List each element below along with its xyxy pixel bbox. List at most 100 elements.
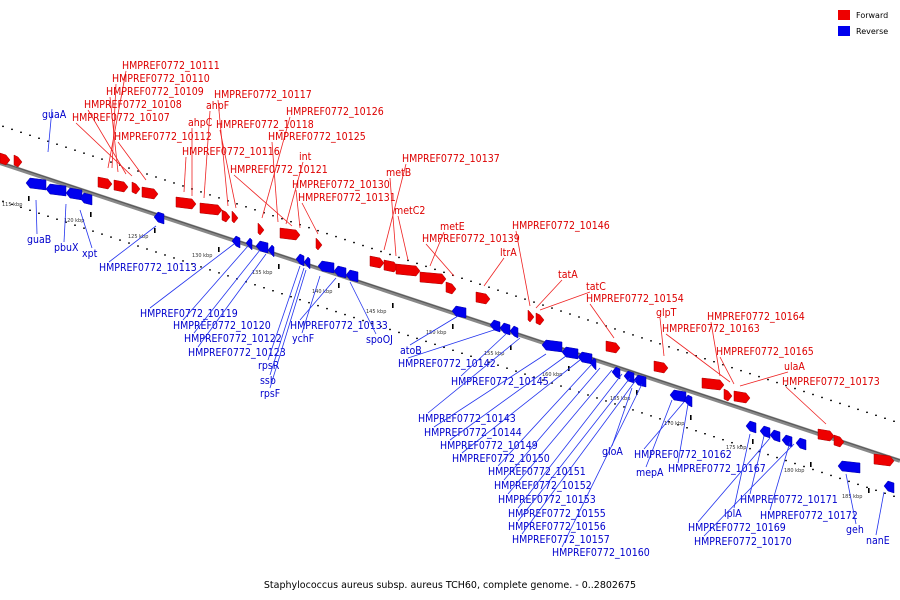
reverse-gene-label: HMPREF0772_10145 xyxy=(451,376,549,388)
reverse-track-dot xyxy=(155,251,157,253)
reverse-track-dot xyxy=(839,477,841,480)
reverse-gene-label: HMPREF0772_10143 xyxy=(418,413,516,425)
forward-track-dot xyxy=(11,128,13,131)
forward-track-dot xyxy=(29,134,31,136)
forward-track-dot xyxy=(884,417,886,420)
forward-gene-label: HMPREF0772_10164 xyxy=(707,311,805,323)
forward-track-dot xyxy=(506,292,508,294)
reverse-track-dot xyxy=(110,236,112,238)
reverse-track-dot xyxy=(632,409,634,411)
reverse-gene-arrow xyxy=(489,319,501,333)
forward-track-dot xyxy=(146,173,148,175)
reverse-track-dot xyxy=(884,492,886,495)
reverse-label-leader xyxy=(461,359,581,454)
reverse-track-dot xyxy=(506,367,508,369)
forward-track-dot xyxy=(713,361,715,363)
reverse-track-dot xyxy=(776,456,778,459)
reverse-label-leader xyxy=(521,379,637,535)
tick-mark xyxy=(392,303,394,308)
reverse-track-dot xyxy=(164,254,166,256)
forward-gene-label: HMPREF0772_10116 xyxy=(182,146,280,158)
forward-gene-label: HMPREF0772_10126 xyxy=(286,106,384,118)
forward-track-dot xyxy=(263,212,265,214)
reverse-track-dot xyxy=(353,316,355,319)
reverse-gene-label: HMPREF0772_10151 xyxy=(488,466,586,478)
reverse-track-dot xyxy=(83,227,85,229)
forward-track-dot xyxy=(893,420,895,422)
reverse-track-dot xyxy=(74,224,76,226)
reverse-track-dot xyxy=(866,486,868,489)
reverse-gene-label: HMPREF0772_10113 xyxy=(99,262,197,274)
reverse-track-dot xyxy=(515,370,517,372)
forward-track-dot xyxy=(200,191,202,193)
forward-track-dot xyxy=(362,244,364,247)
tick-mark xyxy=(338,283,340,288)
reverse-track-dot xyxy=(686,427,688,429)
forward-track-dot xyxy=(803,390,805,393)
forward-track-dot xyxy=(434,268,436,271)
tick-label: 185 kbp xyxy=(842,494,862,500)
reverse-track-dot xyxy=(668,421,670,423)
genome-backbone xyxy=(0,161,900,463)
forward-gene-label: HMPREF0772_10112 xyxy=(114,131,212,143)
reverse-gene-label: HMPREF0772_10157 xyxy=(512,534,610,546)
forward-track-dot xyxy=(731,366,733,369)
reverse-label-leader xyxy=(517,377,631,522)
reverse-track-dot xyxy=(65,221,67,223)
forward-track-dot xyxy=(839,402,841,405)
forward-track-dot xyxy=(326,232,328,235)
reverse-label-leader xyxy=(503,367,601,481)
forward-gene-arrow xyxy=(475,291,491,305)
forward-gene-label: ltrA xyxy=(500,247,517,259)
reverse-label-leader xyxy=(449,355,567,441)
forward-track-dot xyxy=(623,331,625,333)
reverse-gene-label: HMPREF0772_10119 xyxy=(140,308,238,320)
reverse-track-dot xyxy=(308,301,310,304)
forward-track-dot xyxy=(767,378,769,381)
reverse-gene-arrow xyxy=(45,183,67,197)
reverse-label-leader xyxy=(79,209,93,249)
reverse-label-leader xyxy=(875,491,885,536)
forward-gene-arrow xyxy=(113,179,129,193)
reverse-gene-label: guaA xyxy=(42,109,67,121)
forward-label-leader xyxy=(87,109,127,175)
forward-track-dot xyxy=(2,125,4,128)
forward-track-dot xyxy=(722,363,724,366)
forward-track-dot xyxy=(686,352,688,354)
reverse-gene-label: pbuX xyxy=(54,242,79,254)
reverse-track-dot xyxy=(38,212,40,214)
reverse-track-dot xyxy=(227,275,229,277)
forward-gene-arrow xyxy=(833,434,845,448)
tick-mark xyxy=(690,415,692,420)
tick-label: 160 kbp xyxy=(542,372,562,378)
forward-gene-arrow xyxy=(873,453,895,467)
forward-gene-arrow xyxy=(395,263,421,277)
forward-track-dot xyxy=(497,289,499,291)
forward-track-dot xyxy=(785,384,787,387)
forward-gene-arrow xyxy=(723,388,733,402)
reverse-track-dot xyxy=(182,260,184,262)
tick-label: 165 kbp xyxy=(610,396,630,402)
reverse-label-leader xyxy=(409,315,459,346)
reverse-gene-arrow xyxy=(153,211,165,225)
forward-track-dot xyxy=(578,316,580,318)
forward-track-dot xyxy=(209,194,211,196)
forward-track-dot xyxy=(740,369,742,372)
reverse-gene-label: HMPREF0772_10155 xyxy=(508,508,606,520)
forward-track-dot xyxy=(83,152,85,154)
reverse-track-dot xyxy=(785,459,787,462)
reverse-track-dot xyxy=(497,364,499,366)
reverse-track-dot xyxy=(848,480,850,483)
reverse-track-dot xyxy=(551,382,553,384)
forward-gene-arrow xyxy=(97,176,113,190)
forward-track-dot xyxy=(56,143,58,145)
reverse-gene-label: HMPREF0772_10162 xyxy=(634,449,732,461)
genome-backbone-edge xyxy=(0,161,900,461)
forward-track-dot xyxy=(587,319,589,321)
reverse-gene-label: ssb xyxy=(260,375,276,387)
reverse-track-dot xyxy=(767,453,769,456)
reverse-label-leader xyxy=(749,435,765,495)
tick-label: 140 kbp xyxy=(312,289,332,295)
forward-track-dot xyxy=(353,241,355,244)
forward-track-dot xyxy=(92,155,94,157)
